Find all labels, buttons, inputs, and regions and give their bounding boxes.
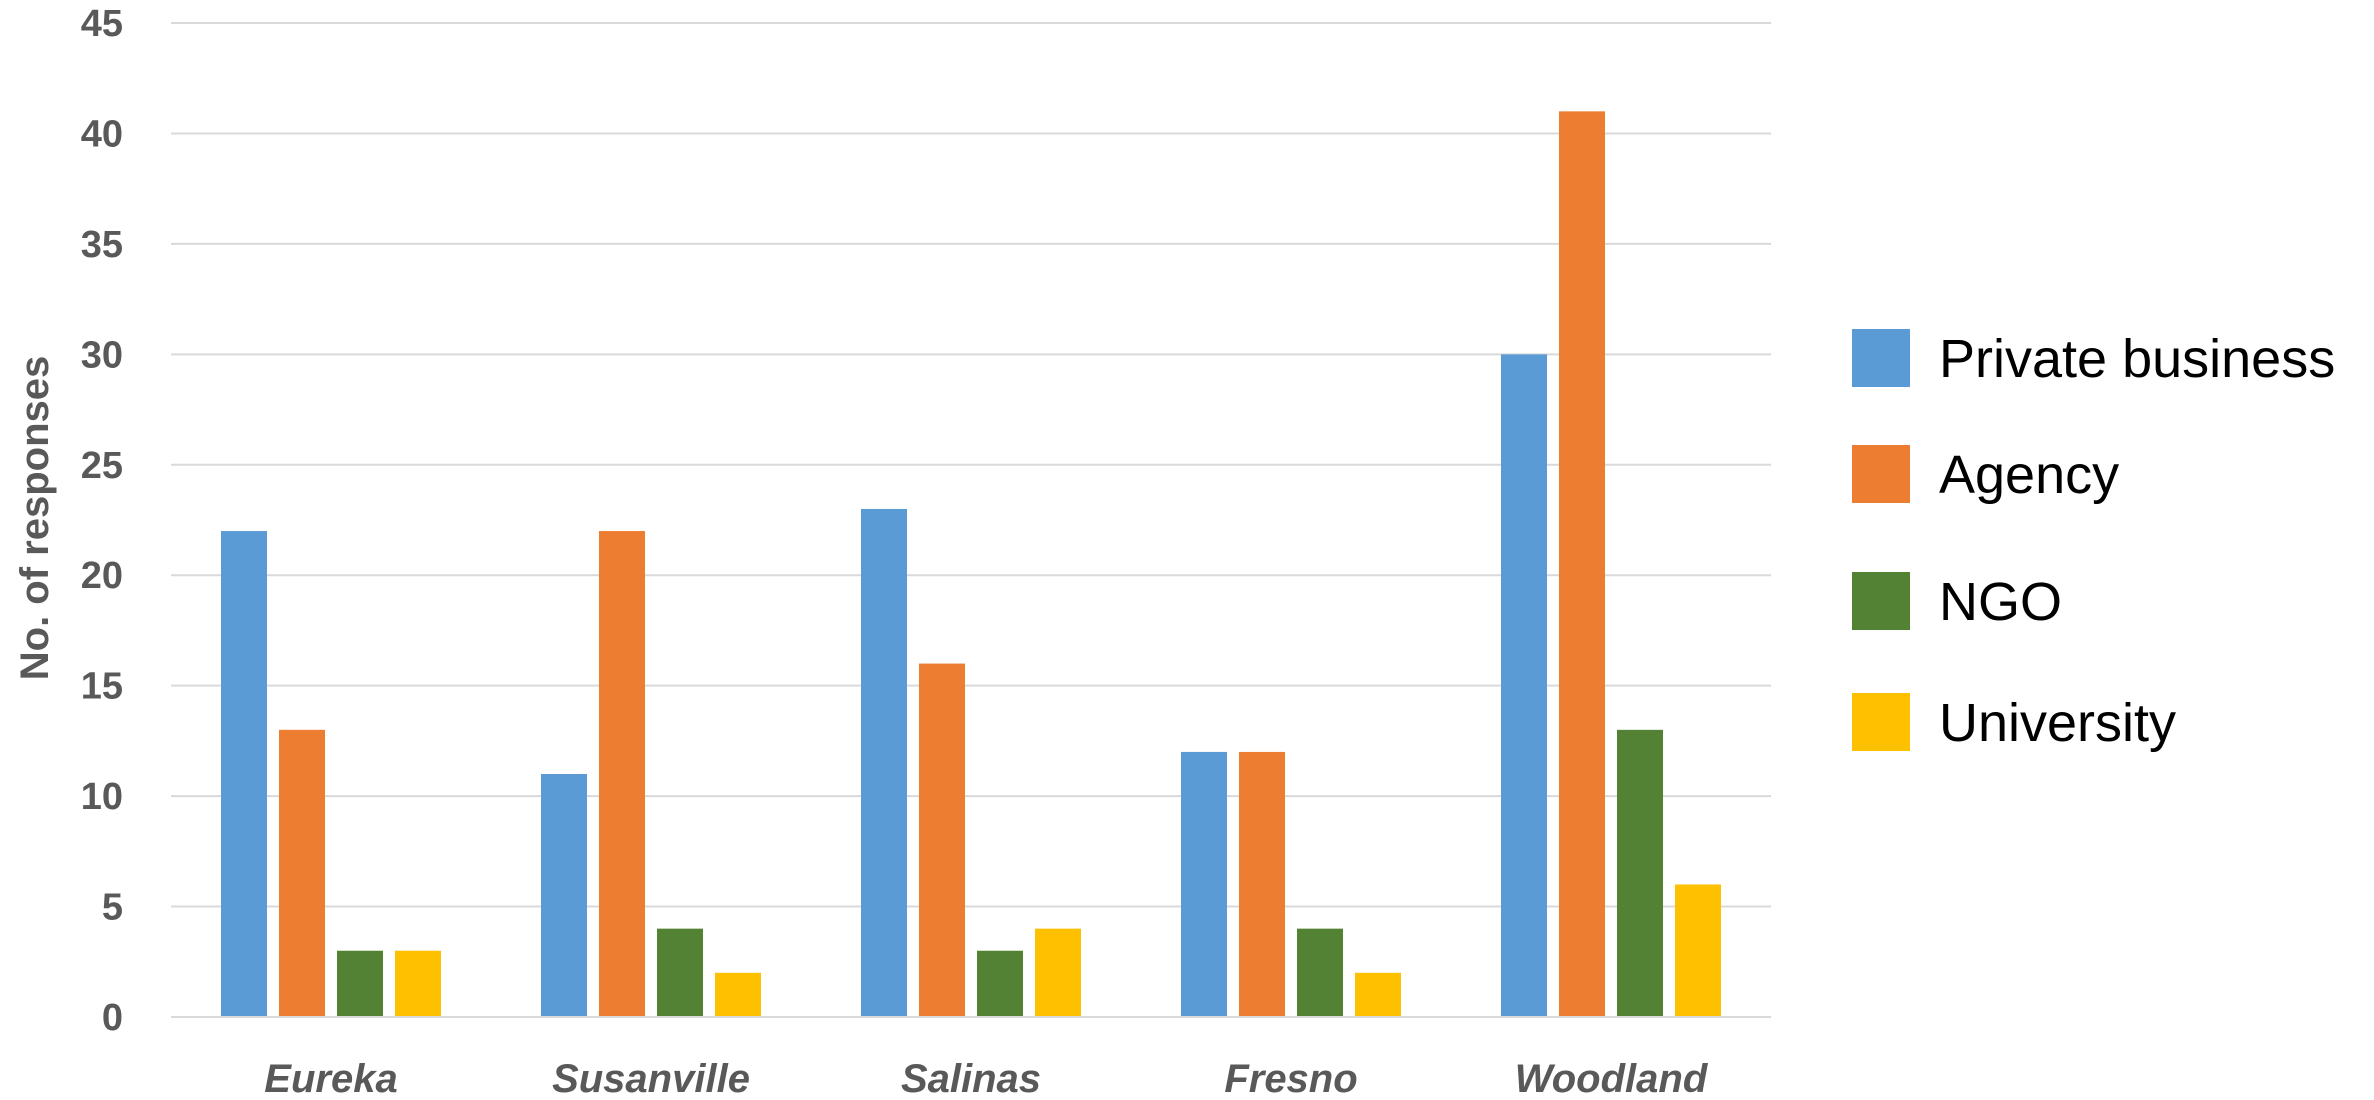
bar (1501, 354, 1547, 1017)
x-tick-label: Susanville (552, 1057, 750, 1095)
y-tick-label: 30 (81, 334, 123, 376)
x-tick-label: Eureka (264, 1057, 397, 1095)
y-tick-label: 15 (81, 666, 123, 708)
bar (395, 950, 441, 1017)
bar (541, 774, 587, 1017)
bar (1675, 884, 1721, 1017)
legend-swatch (1852, 329, 1910, 387)
bar (861, 508, 907, 1017)
legend-swatch (1852, 445, 1910, 503)
y-axis-title: No. of responses (13, 356, 57, 681)
legend: Private business Agency NGO University (1852, 329, 2335, 753)
bar (337, 950, 383, 1017)
bar (1617, 729, 1663, 1017)
y-tick-label: 45 (81, 3, 123, 45)
legend-label: Private business (1939, 329, 2335, 389)
bar (715, 972, 761, 1017)
x-tick-label: Salinas (901, 1057, 1041, 1095)
bar (599, 531, 645, 1017)
bar (1035, 928, 1081, 1017)
y-tick-label: 35 (81, 224, 123, 266)
legend-label: Agency (1939, 445, 2119, 505)
x-tick-label: Fresno (1224, 1057, 1357, 1095)
x-axis-ticks: Eureka Susanville Salinas Fresno Woodland (264, 1057, 1709, 1100)
bar (977, 950, 1023, 1017)
bar (279, 729, 325, 1017)
y-tick-label: 25 (81, 445, 123, 487)
bar (1559, 111, 1605, 1018)
y-axis-ticks: 0 5 10 15 20 25 30 35 40 45 (81, 3, 123, 1039)
x-tick-label: Woodland (1515, 1057, 1709, 1095)
legend-swatch (1852, 572, 1910, 630)
legend-label: NGO (1939, 572, 2062, 632)
gridlines (171, 22, 1771, 1018)
legend-label: University (1939, 693, 2176, 753)
bar (1355, 972, 1401, 1017)
legend-swatch (1852, 693, 1910, 751)
bar (221, 531, 267, 1017)
bar (657, 928, 703, 1017)
bar (1297, 928, 1343, 1017)
bar (1181, 751, 1227, 1017)
y-tick-label: 5 (102, 887, 123, 929)
y-tick-label: 40 (81, 113, 123, 155)
bar (1239, 751, 1285, 1017)
bar (919, 663, 965, 1017)
y-tick-label: 20 (81, 555, 123, 597)
y-tick-label: 0 (102, 997, 123, 1039)
y-tick-label: 10 (81, 776, 123, 818)
bars (171, 111, 1771, 1018)
